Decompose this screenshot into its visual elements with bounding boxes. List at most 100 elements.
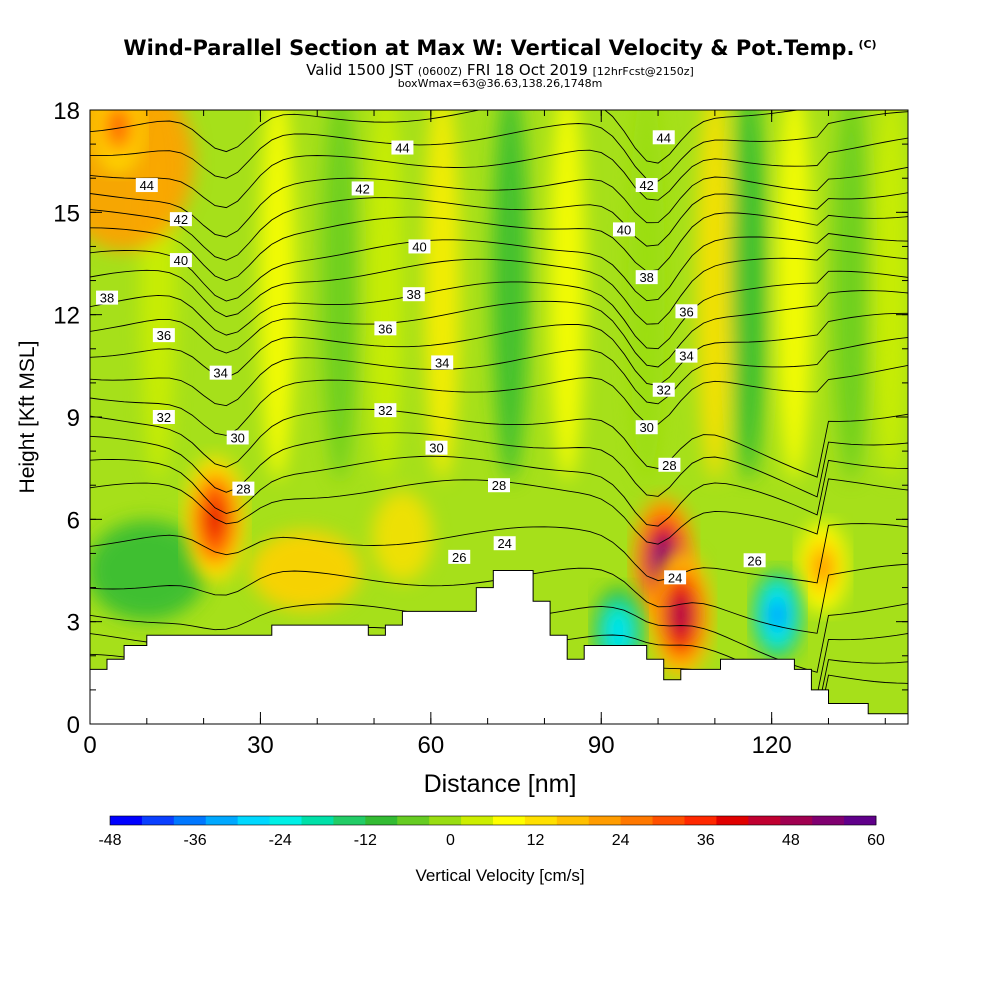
low-band [372, 491, 433, 582]
contour-label: 44 [391, 140, 414, 156]
colorbar-swatch [652, 816, 685, 825]
copyright-mark: (C) [858, 38, 877, 51]
contour-label-text: 32 [657, 383, 671, 398]
field-band [730, 110, 767, 481]
contour-label-text: 42 [355, 181, 369, 196]
colorbar-swatch [461, 816, 494, 825]
contour-label-box [431, 355, 454, 370]
contour-label-box [169, 253, 192, 268]
contour-label: 40 [408, 239, 431, 254]
contour-label-box [635, 270, 658, 285]
field-band [367, 110, 404, 481]
contour-label-text: 24 [497, 536, 511, 551]
contour-label: 28 [232, 481, 255, 497]
colorbar-frame [109, 815, 877, 826]
colorbar-swatch [588, 816, 622, 825]
contour-label: 40 [169, 253, 192, 268]
contour-label-box [232, 481, 255, 496]
isentrope [90, 290, 908, 368]
contour-label-text: 44 [657, 130, 671, 145]
colorbar-swatch [397, 816, 430, 825]
y-tick-label: 3 [67, 610, 80, 637]
y-tick-label: 12 [53, 303, 80, 330]
contour-label-text: 38 [407, 287, 421, 302]
contour-label-text: 44 [140, 178, 154, 193]
contour-label-text: 34 [435, 355, 449, 370]
contour-label-text: 36 [378, 321, 392, 336]
field-band [259, 110, 296, 481]
contour-label: 40 [612, 222, 635, 237]
contour-label-box [226, 430, 249, 445]
colorbar-tick-label: 48 [782, 832, 800, 849]
colorbar-swatch [620, 816, 653, 825]
contour-label-box [408, 239, 431, 254]
colorbar-swatch [237, 816, 270, 825]
contour-label: 26 [743, 553, 766, 568]
chart-title: Wind-Parallel Section at Max W: Vertical… [123, 36, 877, 60]
isentrope [90, 192, 908, 261]
y-tick-label: 18 [53, 98, 80, 125]
contour-label: 32 [374, 403, 397, 418]
contour-label-box [743, 553, 766, 568]
contour-label-text: 44 [395, 141, 409, 156]
contour-label-text: 36 [157, 328, 171, 343]
contour-label-box [391, 140, 414, 155]
contour-label-box [169, 212, 192, 227]
contour-label: 24 [493, 536, 516, 551]
y-tick-label: 9 [67, 405, 80, 432]
contour-label-box [374, 321, 397, 336]
y-tick-label: 0 [67, 712, 80, 739]
contour-label: 34 [675, 348, 698, 364]
colorbar-swatch [365, 816, 398, 825]
colorbar-swatch [716, 816, 749, 825]
colorbar-swatch [780, 816, 813, 825]
x-tick-label: 60 [417, 732, 444, 759]
colorbar: -48 -36 -24 -12 0 12 24 36 48 60 [98, 815, 885, 849]
colorbar-tick-label: 24 [612, 832, 630, 849]
contour-label-text: 42 [639, 178, 653, 193]
contour-label: 44 [135, 178, 158, 193]
contour-label-text: 26 [747, 553, 761, 568]
field-band [424, 110, 461, 481]
colorbar-swatch [812, 816, 845, 825]
contour-label-box [425, 440, 448, 455]
isentrope [90, 233, 908, 302]
core-level [815, 554, 830, 580]
terrain [89, 570, 909, 725]
contour-label-text: 32 [378, 403, 392, 418]
contour-label: 36 [152, 328, 175, 343]
contour-label-box [664, 570, 687, 585]
contour-label-text: 28 [662, 458, 676, 473]
contour-label: 38 [402, 287, 425, 302]
isentrope [90, 212, 908, 282]
contour-label: 28 [488, 478, 510, 493]
colorbar-swatch [556, 816, 590, 825]
contour-label-box [374, 403, 397, 418]
contour-label-box [652, 130, 675, 145]
colorbar-swatch [429, 816, 462, 825]
core-level [770, 602, 785, 628]
core-level [206, 501, 224, 537]
contour-label-box [658, 457, 681, 472]
isentrope [90, 270, 908, 350]
contour-label: 36 [675, 304, 698, 319]
colorbar-swatch [524, 816, 558, 825]
contour-label-text: 30 [230, 430, 244, 445]
contour-label-text: 26 [452, 550, 466, 565]
isentrope [90, 364, 908, 436]
colorbar-tick-label: 60 [867, 832, 885, 849]
contour-label-text: 36 [679, 304, 693, 319]
contour-label-box [135, 178, 158, 193]
isentrope [90, 432, 908, 498]
low-band [90, 520, 207, 621]
contour-label-text: 40 [412, 239, 426, 254]
contour-label: 26 [448, 549, 471, 565]
colorbar-label: Vertical Velocity [cm/s] [415, 866, 584, 885]
contour-label: 42 [169, 212, 192, 227]
contour-label-box [152, 328, 175, 343]
colorbar-tick-label: -24 [269, 832, 292, 849]
chart-subtitle: Valid 1500 JST (0600Z) FRI 18 Oct 2019 [… [306, 61, 694, 79]
updraft-core [797, 522, 848, 613]
contour-label-box [635, 420, 658, 435]
